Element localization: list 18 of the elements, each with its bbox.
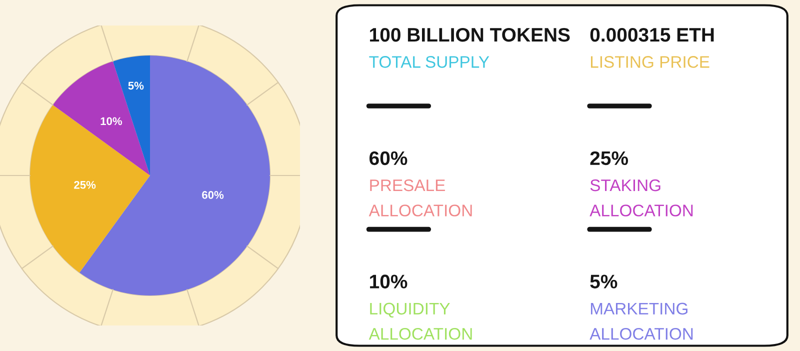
- text: TOTAL SUPPLY: [369, 56, 490, 68]
- text: LISTING PRICE: [590, 56, 710, 68]
- pie-slice: [30, 104, 150, 273]
- text: STAKING ALLOCATION: [590, 179, 693, 216]
- text: PRESALE ALLOCATION: [368, 179, 472, 216]
- text: 0.000315 ETH: [590, 28, 714, 42]
- data-label: 60%: [202, 191, 224, 199]
- data-label: 25%: [74, 180, 96, 189]
- text: LIQUIDITY ALLOCATION: [368, 302, 472, 340]
- text: 60%: [370, 151, 408, 166]
- text: 10%: [370, 274, 408, 288]
- text: 5%: [590, 274, 618, 288]
- data-label: 5%: [128, 82, 144, 90]
- text: MARKETING ALLOCATION: [590, 302, 693, 340]
- pie-slice: [52, 61, 150, 176]
- data-label: 10%: [100, 117, 122, 126]
- text: 25%: [590, 151, 628, 166]
- text: 100 BILLION TOKENS: [370, 28, 570, 42]
